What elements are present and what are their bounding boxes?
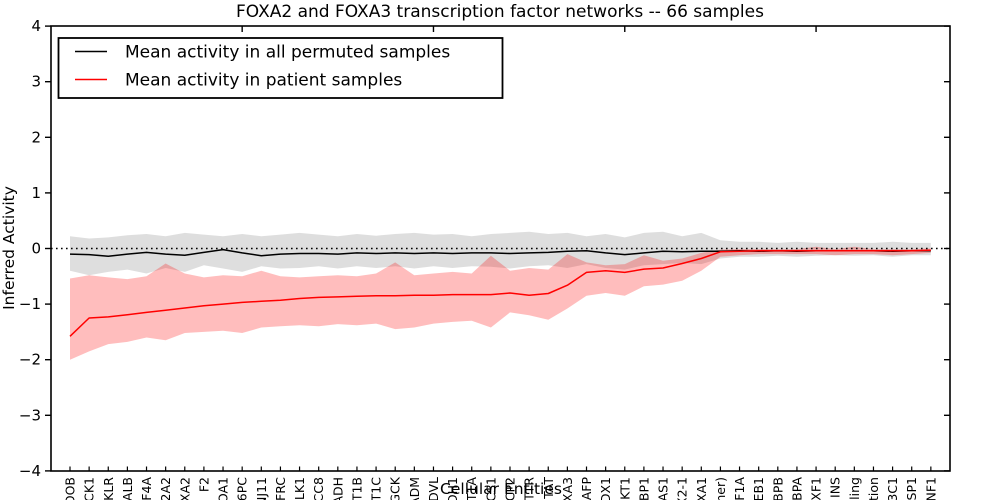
x-tick-label: ALAS1 <box>656 477 671 500</box>
x-tick-label: SLC2A2 <box>158 477 173 500</box>
x-tick-label: FOXA1 <box>694 477 709 500</box>
x-tick-label: ACADM <box>407 477 422 500</box>
x-tick-label: CREB1 <box>751 477 766 500</box>
tick-marks <box>45 25 950 472</box>
x-tick-label: HNF1A <box>732 477 747 500</box>
x-tick-label: response to starvation <box>866 477 881 500</box>
y-tick-label: −4 <box>19 462 41 480</box>
x-tick-label: AFP <box>579 477 594 500</box>
x-tick-label: AKT1 <box>617 477 632 500</box>
x-tick-label: DLK1 <box>292 477 307 500</box>
x-tick-label: ACADVL <box>426 477 441 500</box>
x-tick-label: TTR <box>522 477 537 500</box>
x-tick-label: NR3C1 <box>885 477 900 500</box>
x-tick-labels: ALDOB PCK1 PKLR ALB HNF4A SLC2A2 FOXA2 F2 APOA1 G… <box>63 476 939 500</box>
y-tick-labels: −4 −3 −2 −1 0 1 2 3 4 <box>19 17 41 480</box>
patient-mean-line <box>69 249 931 337</box>
x-tick-label: ALB <box>120 477 135 500</box>
x-tick-label: HMGCS1 <box>483 477 498 500</box>
x-tick-label: SP1 <box>904 477 919 500</box>
y-tick-label: −1 <box>19 295 41 313</box>
legend: Mean activity in all permuted samples Me… <box>57 37 504 99</box>
series-lines <box>69 248 931 337</box>
y-tick-label: −3 <box>19 406 41 424</box>
x-tick-label: NKX2-1 <box>675 477 690 500</box>
x-tick-label: ABCC8 <box>311 477 326 500</box>
x-tick-label: HNF4A <box>139 477 154 500</box>
x-tick-label: ALDOB <box>63 477 78 500</box>
x-tick-label: FOXF1 <box>809 477 824 500</box>
x-tick-label: G6PC <box>235 477 250 500</box>
y-tick-label: −2 <box>19 351 41 369</box>
patient-band <box>70 246 931 360</box>
x-tick-label: F2 <box>196 477 211 492</box>
legend-frame <box>57 37 504 99</box>
y-axis-label: Inferred Activity <box>0 186 18 310</box>
x-tick-label: INS <box>828 477 843 498</box>
y-tick-label: 2 <box>31 128 41 146</box>
y-tick-label: 4 <box>31 17 41 35</box>
x-tick-label: PCK1 <box>82 477 97 500</box>
y-tick-label: 3 <box>31 73 41 91</box>
x-tick-label: BDH1 <box>445 477 460 500</box>
x-tick-label: PDX1 <box>598 477 613 500</box>
x-tick-label: chromatin remodeling <box>847 477 862 500</box>
x-tick-label: PKLR <box>101 477 116 500</box>
x-tick-label: FOXA3 <box>560 477 575 500</box>
x-tick-label: GCK <box>388 476 403 500</box>
x-tick-label: CEBPA <box>789 477 804 500</box>
y-tick-label: 0 <box>31 240 41 258</box>
legend-label-permuted: Mean activity in all permuted samples <box>125 43 450 63</box>
y-tick-label: 1 <box>31 184 41 202</box>
legend-label-patient: Mean activity in patient samples <box>125 71 402 91</box>
x-tick-label: FOXA2 <box>177 477 192 500</box>
x-tick-label: IGFBP1 <box>636 477 651 500</box>
x-tick-label: CPT1B <box>349 477 364 500</box>
x-tick-label: TFRC <box>273 477 288 500</box>
chart-title: FOXA2 and FOXA3 transcription factor net… <box>236 2 764 22</box>
x-tick-label: CPT1A <box>464 477 479 500</box>
x-tick-label: HADH <box>330 477 345 500</box>
x-tick-label: KCNJ11 <box>254 477 269 500</box>
x-tick-label: NF1 <box>923 477 938 500</box>
x-tick-label: APOA1 <box>216 477 231 500</box>
x-tick-label: CPT1C <box>369 477 384 500</box>
x-tick-label: HNF1A (dimer) <box>713 477 728 500</box>
x-tick-label: TAT <box>541 477 556 500</box>
x-tick-label: CEBPB <box>770 477 785 500</box>
x-axis-label: Cellular Entities <box>440 480 562 498</box>
x-tick-label: UCP2 <box>502 477 517 500</box>
